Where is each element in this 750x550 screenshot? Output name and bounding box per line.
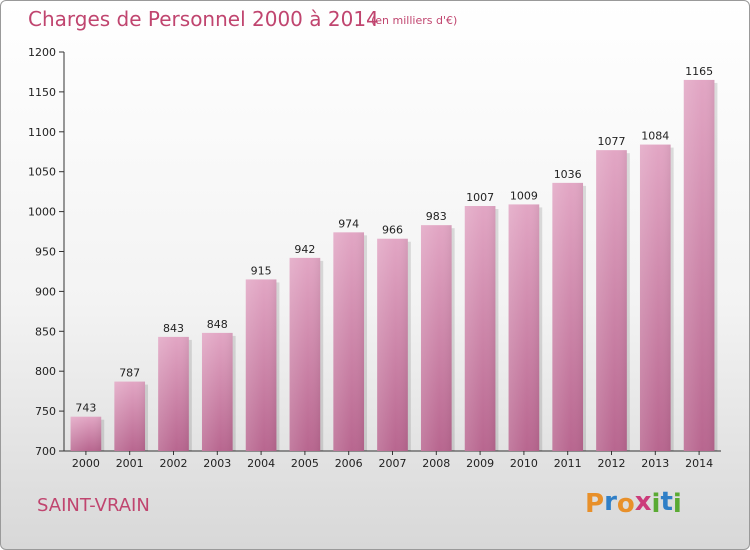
x-tick-label: 2001 [116, 457, 144, 470]
y-tick-label: 1050 [28, 166, 56, 179]
value-label: 942 [294, 243, 315, 256]
bar-shine [639, 144, 671, 451]
bar-shine [70, 416, 102, 451]
y-tick-label: 800 [35, 365, 56, 378]
logo-letter: o [616, 489, 635, 519]
logo-letter: P [585, 489, 605, 519]
value-label: 1077 [598, 135, 626, 148]
bar-shine [683, 79, 715, 452]
x-tick-label: 2005 [291, 457, 319, 470]
chart-subtitle: (en milliers d'€) [371, 14, 458, 27]
x-tick-label: 2002 [160, 457, 188, 470]
y-tick-label: 900 [35, 285, 56, 298]
logo-letter: x [634, 487, 652, 517]
bar-shine [245, 279, 277, 451]
value-label: 915 [251, 264, 272, 277]
y-tick-label: 1000 [28, 206, 56, 219]
value-label: 974 [338, 217, 359, 230]
axes: 700 750 800 850 900 950 1000 1050 1100 1150 1200 20… [28, 46, 721, 470]
value-label: 1084 [641, 130, 669, 143]
x-tick-label: 2003 [203, 457, 231, 470]
bar-shine [201, 332, 233, 451]
logo-letter: i [672, 489, 682, 519]
x-tick-label: 2010 [510, 457, 538, 470]
bar-shine [158, 336, 189, 451]
place-name: SAINT-VRAIN [37, 495, 150, 516]
y-tick-label: 750 [35, 405, 56, 418]
logo-letter: i [651, 489, 661, 519]
value-label: 1007 [466, 191, 494, 204]
value-label: 843 [163, 322, 184, 335]
bar-shine [464, 206, 496, 451]
value-label: 1036 [554, 168, 582, 181]
x-tick-label: 2011 [554, 457, 582, 470]
value-label: 1009 [510, 189, 538, 202]
x-tick-label: 2012 [598, 457, 626, 470]
bar-shine [552, 182, 584, 451]
value-label: 1165 [685, 65, 713, 78]
proxiti-logo: Proxiti [585, 487, 682, 519]
bar-shine [114, 381, 146, 451]
x-tick-label: 2007 [379, 457, 407, 470]
logo-letter: r [604, 487, 617, 517]
x-tick-label: 2004 [247, 457, 275, 470]
y-tick-label: 950 [35, 246, 56, 259]
x-tick-label: 2009 [466, 457, 494, 470]
y-tick-label: 700 [35, 445, 56, 458]
value-labels: 743 787 843 848 915 942 974 966 983 1007 1009 1036 1… [75, 65, 713, 415]
bar-shine [289, 257, 321, 451]
y-tick-label: 850 [35, 325, 56, 338]
y-tick-label: 1100 [28, 126, 56, 139]
bar-shine [508, 204, 540, 451]
value-label: 848 [207, 318, 228, 331]
bar-shine [377, 238, 408, 451]
y-tick-label: 1150 [28, 86, 56, 99]
x-tick-label: 2014 [685, 457, 713, 470]
bar-shine [420, 225, 452, 451]
value-label: 743 [75, 402, 96, 415]
value-label: 983 [426, 210, 447, 223]
chart-title: Charges de Personnel 2000 à 2014 [28, 7, 379, 31]
x-tick-label: 2000 [72, 457, 100, 470]
bar-shine [596, 150, 627, 452]
bar-shine [333, 232, 365, 451]
value-label: 966 [382, 224, 403, 237]
x-tick-label: 2008 [422, 457, 450, 470]
logo-letter: t [660, 487, 673, 517]
x-tick-label: 2006 [335, 457, 363, 470]
bars [70, 79, 718, 452]
x-tick-label: 2013 [641, 457, 669, 470]
value-label: 787 [119, 367, 140, 380]
y-tick-label: 1200 [28, 46, 56, 59]
